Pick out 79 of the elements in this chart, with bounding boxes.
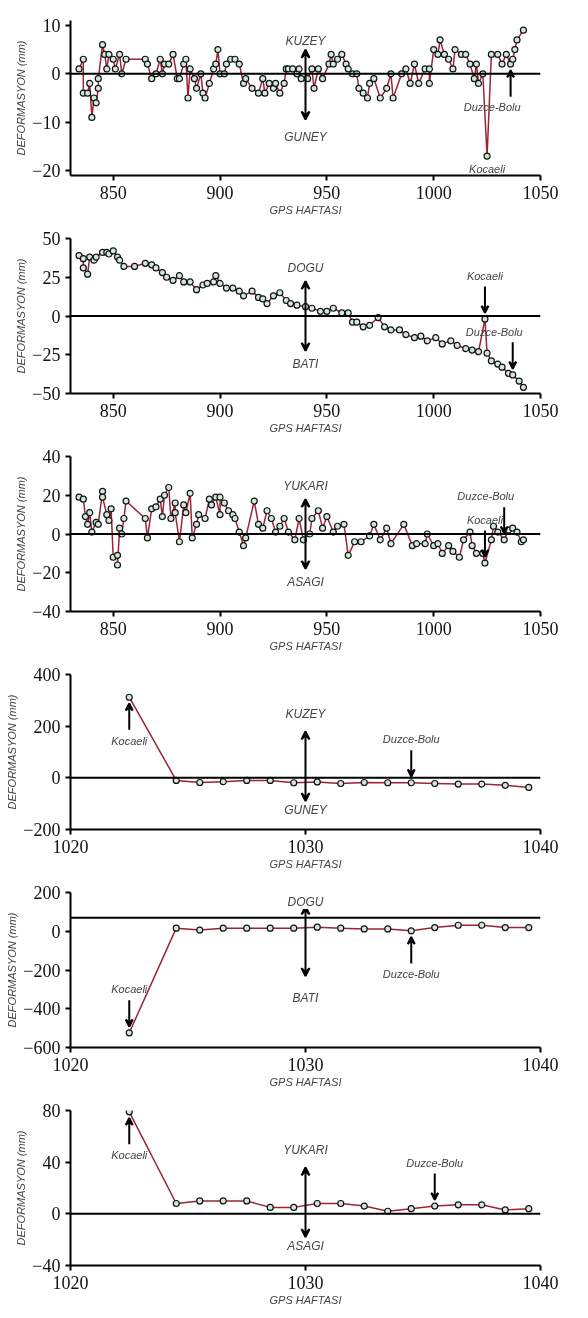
y-tick-label: 10 xyxy=(42,15,61,36)
y-tick-label: 0 xyxy=(51,306,61,327)
y-axis-title: DEFORMASYON (mm) xyxy=(15,476,28,592)
y-tick-label: 0 xyxy=(51,64,61,85)
y-tick-label: 0 xyxy=(51,1204,61,1225)
y-axis-title: DEFORMASYON (mm) xyxy=(6,694,19,810)
annotation: DOGU xyxy=(287,895,324,910)
annotation: KUZEY xyxy=(285,706,327,721)
annotation: Duzce-Bolu xyxy=(457,490,515,503)
x-tick-label: 950 xyxy=(313,400,341,421)
annotation: Kocaeli xyxy=(111,1149,148,1162)
y-axis-title: DEFORMASYON (mm) xyxy=(15,258,28,374)
x-tick-label: 1050 xyxy=(522,400,559,421)
y-tick-label: 0 xyxy=(51,768,61,789)
x-tick-label: 900 xyxy=(206,182,234,203)
x-tick-label: 850 xyxy=(99,400,127,421)
annotation: ASAGI xyxy=(286,575,325,590)
y-tick-label: −20 xyxy=(32,161,61,182)
x-tick-label: 950 xyxy=(313,618,341,639)
annotation: DOGU xyxy=(287,260,324,275)
y-tick-label: 40 xyxy=(42,1152,61,1173)
x-tick-label: 1000 xyxy=(415,618,452,639)
y-tick-label: 40 xyxy=(42,447,61,467)
y-axis-title: DEFORMASYON (mm) xyxy=(15,40,28,156)
annotation: Kocaeli xyxy=(111,983,148,996)
y-tick-label: −10 xyxy=(32,112,61,133)
y-tick-label: 0 xyxy=(51,921,61,942)
annotation: GUNEY xyxy=(284,802,328,817)
x-tick-label: 900 xyxy=(206,400,234,421)
annotation: Kocaeli xyxy=(111,734,148,747)
y-tick-label: 0 xyxy=(51,524,61,545)
x-tick-label: 1000 xyxy=(415,400,452,421)
x-tick-label: 1040 xyxy=(522,1272,559,1293)
annotation: BATI xyxy=(292,357,320,372)
x-tick-label: 1030 xyxy=(287,836,324,857)
y-tick-label: −400 xyxy=(23,999,61,1020)
annotation: ASAGI xyxy=(286,1238,325,1253)
y-tick-label: −20 xyxy=(32,563,61,584)
y-tick-label: 50 xyxy=(42,229,61,249)
y-tick-label: −200 xyxy=(23,960,61,981)
x-tick-label: 1000 xyxy=(415,182,452,203)
x-axis-title: GPS HAFTASI xyxy=(269,1293,342,1306)
x-axis-title: GPS HAFTASI xyxy=(269,421,342,434)
annotation: BATI xyxy=(292,991,320,1006)
y-tick-label: −40 xyxy=(32,602,61,622)
x-tick-label: 1050 xyxy=(522,618,559,639)
y-tick-label: 200 xyxy=(33,716,61,737)
x-axis-title: GPS HAFTASI xyxy=(269,1075,342,1088)
x-axis-title: GPS HAFTASI xyxy=(269,639,342,652)
x-axis-title: GPS HAFTASI xyxy=(269,203,342,216)
x-tick-label: 1050 xyxy=(522,182,559,203)
annotation: Duzce-Bolu xyxy=(406,1156,464,1169)
y-tick-label: 80 xyxy=(42,1101,61,1121)
y-axis-title: DEFORMASYON (mm) xyxy=(6,912,19,1028)
x-tick-label: 1040 xyxy=(522,836,559,857)
annotation: Kocaeli xyxy=(466,269,504,282)
annotation: Kocaeli xyxy=(466,513,504,526)
x-tick-label: 850 xyxy=(99,182,127,203)
y-tick-label: 200 xyxy=(33,883,61,903)
annotation: GUNEY xyxy=(284,129,328,144)
x-tick-label: 1040 xyxy=(522,1054,559,1075)
y-tick-label: −50 xyxy=(32,384,61,404)
y-tick-label: 20 xyxy=(42,485,61,506)
annotation: Kocaeli xyxy=(469,162,506,175)
annotation: Duzce-Bolu xyxy=(382,733,440,746)
x-tick-label: 900 xyxy=(206,618,234,639)
annotation: YUKARI xyxy=(283,1142,329,1157)
x-tick-label: 850 xyxy=(99,618,127,639)
y-axis-title: DEFORMASYON (mm) xyxy=(15,1130,28,1246)
x-tick-label: 1030 xyxy=(287,1054,324,1075)
x-axis-title: GPS HAFTASI xyxy=(269,857,342,870)
x-tick-label: 1030 xyxy=(287,1272,324,1293)
x-tick-label: 950 xyxy=(313,182,341,203)
y-tick-label: 25 xyxy=(42,267,61,288)
annotation: KUZEY xyxy=(285,33,327,48)
y-tick-label: −25 xyxy=(32,345,61,366)
annotation: YUKARI xyxy=(283,478,329,493)
y-tick-label: 400 xyxy=(33,665,61,685)
annotation: Duzce-Bolu xyxy=(382,968,440,981)
